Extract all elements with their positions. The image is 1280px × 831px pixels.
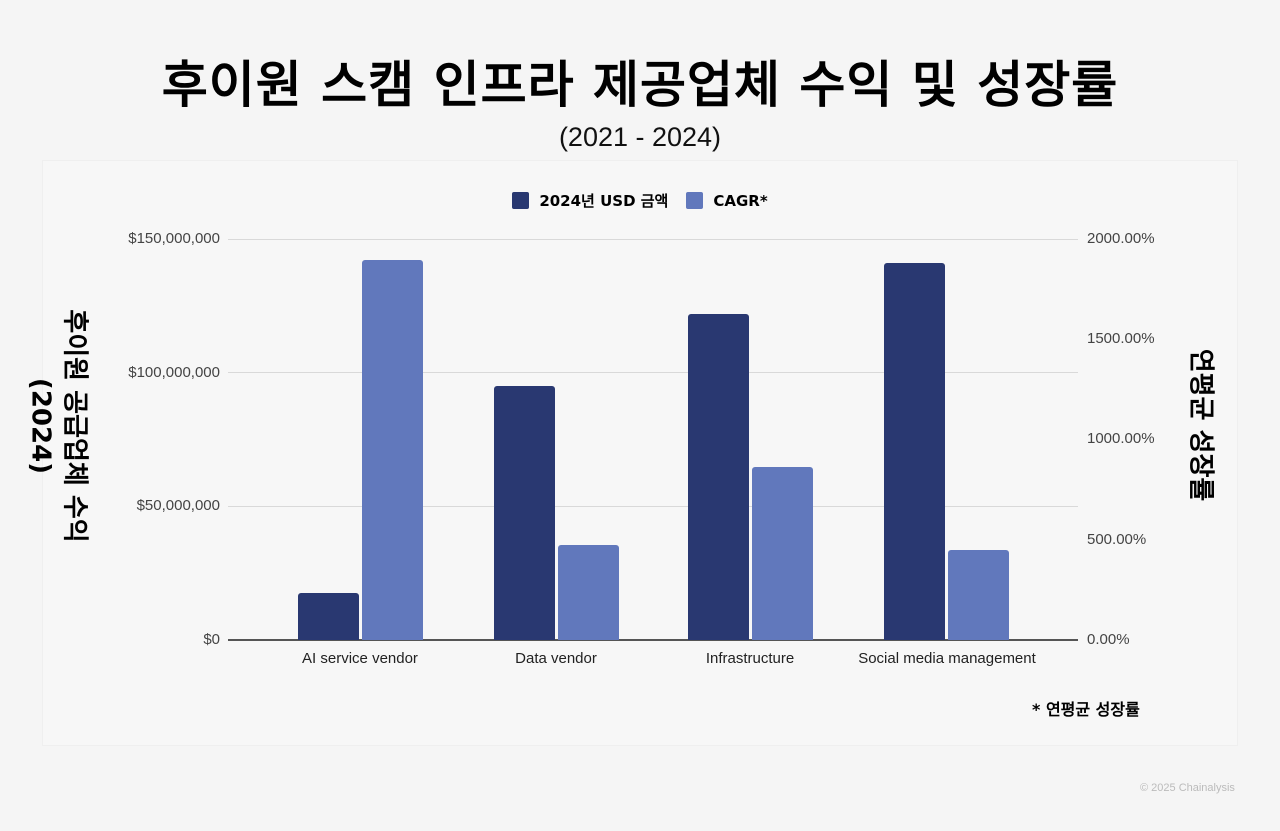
x-tick-label: Data vendor xyxy=(515,650,597,667)
bar-cagr-ai-service-vendor[interactable] xyxy=(362,260,423,640)
y-right-tick: 0.00% xyxy=(1087,631,1130,648)
bar-usd-ai-service-vendor[interactable] xyxy=(298,593,359,640)
x-tick-label: Infrastructure xyxy=(705,650,795,667)
gridline xyxy=(228,372,1078,373)
y-left-tick: $50,000,000 xyxy=(136,497,220,514)
plot-area xyxy=(228,239,1078,641)
y-right-tick: 1000.00% xyxy=(1087,430,1155,447)
legend-item-usd[interactable]: 2024년 USD 금액 xyxy=(512,190,668,211)
footnote: * 연평균 성장률 xyxy=(1032,700,1140,719)
chart-subtitle: (2021 - 2024) xyxy=(558,122,722,152)
y-axis-left-title-line1: 후이원 공급업체 수익 xyxy=(59,309,90,543)
chart-title: 후이원 스캠 인프라 제공업체 수익 및 성장률 xyxy=(161,56,1119,114)
bar-cagr-infrastructure[interactable] xyxy=(752,467,813,640)
y-axis-left-title-line2: (2024) xyxy=(25,377,56,475)
copyright: © 2025 Chainalysis xyxy=(1140,782,1235,794)
bar-cagr-data-vendor[interactable] xyxy=(558,545,619,640)
chart-panel xyxy=(42,160,1238,746)
x-tick-label: Social media management xyxy=(858,650,1036,667)
legend-swatch-cagr xyxy=(686,192,704,209)
legend-swatch-usd xyxy=(512,192,530,209)
legend-label-cagr: CAGR* xyxy=(713,191,768,210)
bar-cagr-social-media-management[interactable] xyxy=(948,550,1009,640)
y-left-tick: $100,000,000 xyxy=(128,364,220,381)
x-axis-line xyxy=(228,639,1078,641)
legend: 2024년 USD 금액 CAGR* xyxy=(0,190,1280,211)
x-tick-label: AI service vendor xyxy=(302,650,418,667)
bar-usd-data-vendor[interactable] xyxy=(494,386,555,640)
legend-label-usd: 2024년 USD 금액 xyxy=(539,192,669,210)
bar-usd-infrastructure[interactable] xyxy=(688,314,749,640)
y-left-tick: $150,000,000 xyxy=(128,230,220,247)
gridline xyxy=(228,239,1078,240)
legend-item-cagr[interactable]: CAGR* xyxy=(686,190,768,211)
gridline xyxy=(228,506,1078,507)
bar-usd-social-media-management[interactable] xyxy=(884,263,945,640)
y-axis-right-title-text: 연평균 성장률 xyxy=(1185,348,1216,502)
y-right-tick: 500.00% xyxy=(1087,531,1147,548)
y-right-tick: 2000.00% xyxy=(1087,230,1155,247)
y-right-tick: 1500.00% xyxy=(1087,330,1155,347)
y-left-tick: $0 xyxy=(203,631,220,648)
